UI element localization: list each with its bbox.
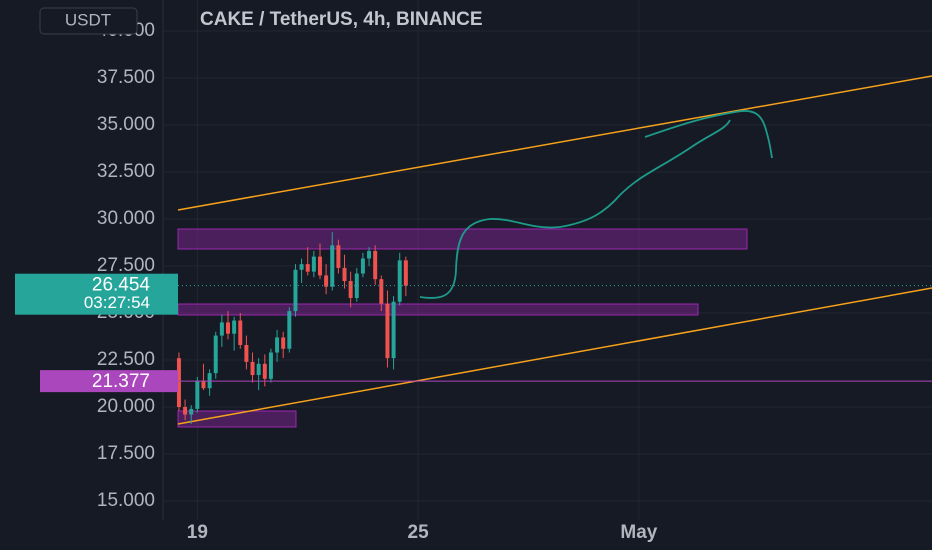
currency: USDT <box>65 10 111 29</box>
y-tick-label: 17.500 <box>97 443 155 464</box>
zone <box>177 228 748 250</box>
drawing <box>419 119 731 299</box>
candle-body <box>299 264 304 270</box>
candle-body <box>360 258 365 274</box>
candle-body <box>262 363 267 379</box>
candle-body <box>385 303 390 359</box>
zone <box>177 303 699 316</box>
candle-body <box>195 380 200 409</box>
last-price-box <box>15 273 178 315</box>
candle-body <box>397 260 402 302</box>
candle-body <box>403 260 408 286</box>
currency-box[interactable] <box>39 7 138 35</box>
candle-body <box>324 275 329 287</box>
candle-body <box>373 250 378 280</box>
trend-line <box>177 287 932 425</box>
level-label: 21.377 <box>92 371 150 392</box>
countdown: 03:27:54 <box>84 293 150 312</box>
candle-body <box>379 279 384 304</box>
candle-body <box>268 352 273 379</box>
y-tick-label: 30.000 <box>97 208 155 229</box>
candle-body <box>354 273 359 298</box>
candle-body <box>219 322 224 336</box>
chart-title: CAKE / TetherUS, 4h, BINANCE <box>200 9 483 30</box>
y-tick-label: 22.500 <box>97 349 155 370</box>
zone <box>177 410 297 428</box>
candle-body <box>232 320 237 334</box>
candle-body <box>176 358 181 408</box>
y-tick-label: 37.500 <box>97 67 155 88</box>
candle-body <box>183 407 188 415</box>
candle-body <box>330 245 335 287</box>
candle-body <box>342 267 347 282</box>
candle-body <box>275 337 280 353</box>
candle-body <box>336 245 341 268</box>
y-tick-label: 35.000 <box>97 114 155 135</box>
candle-body <box>256 363 261 376</box>
candle-body <box>250 361 255 376</box>
candle-body <box>287 311 292 349</box>
candle-body <box>281 337 286 349</box>
drawing <box>644 110 773 159</box>
x-tick-label: 19 <box>187 522 208 543</box>
candle-body <box>391 301 396 359</box>
x-tick-label: May <box>620 522 657 543</box>
y-tick-label: 15.000 <box>97 490 155 511</box>
candle-body <box>226 322 230 334</box>
candle-body <box>305 264 310 272</box>
candle-body <box>348 281 353 298</box>
candle-body <box>189 408 194 415</box>
y-tick-label: 20.000 <box>97 396 155 417</box>
y-tick-label: 32.500 <box>97 161 155 182</box>
candle-body <box>317 256 322 276</box>
trend-line <box>177 75 932 211</box>
candle-body <box>311 256 316 272</box>
x-tick-label: 25 <box>408 522 430 543</box>
candle-body <box>213 335 218 374</box>
last-price-label: 26.454 <box>92 275 151 296</box>
y-tick-label: 27.500 <box>97 255 155 276</box>
candle-body <box>293 269 298 312</box>
candle-body <box>367 250 372 259</box>
level-label-box <box>40 370 178 393</box>
candle-body <box>201 380 206 389</box>
candle-body <box>244 344 249 362</box>
candle-body <box>238 320 243 345</box>
